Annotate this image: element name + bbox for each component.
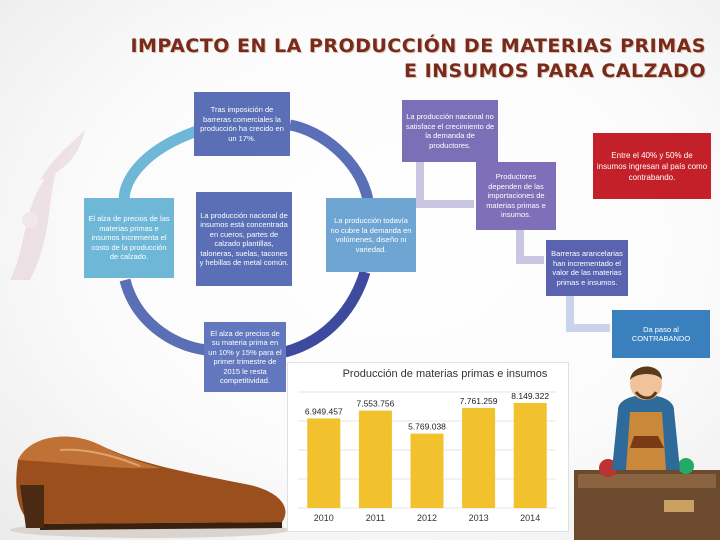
connector-right2 <box>516 230 544 264</box>
shoemaker-illustration-icon <box>574 366 720 540</box>
title-line-1: IMPACTO EN LA PRODUCCIÓN DE MATERIAS PRI… <box>130 35 706 57</box>
node-price-rise-competitiveness: El alza de precios de su materia prima e… <box>204 322 286 392</box>
shoe-illustration-icon <box>10 436 290 538</box>
bar-2012 <box>410 433 444 508</box>
page-title: IMPACTO EN LA PRODUCCIÓN DE MATERIAS PRI… <box>86 34 706 84</box>
x-tick-2013: 2013 <box>469 513 489 523</box>
x-tick-2014: 2014 <box>520 513 540 523</box>
data-label-2012: 5.769.038 <box>408 422 446 432</box>
data-label-2010: 6.949.457 <box>305 406 343 416</box>
x-tick-2011: 2011 <box>366 513 385 523</box>
node-tariff-barriers: Barreras arancelarias han incrementado e… <box>546 240 628 296</box>
bar-2013 <box>462 407 496 508</box>
bar-2010 <box>307 418 341 508</box>
data-label-2013: 7.761.259 <box>460 396 498 406</box>
bar-2014 <box>513 402 547 508</box>
title-line-2: E INSUMOS PARA CALZADO <box>403 60 706 82</box>
node-price-rise-cost: El alza de precios de las materias prima… <box>84 198 174 278</box>
cycle-arc-top-left <box>118 124 202 207</box>
node-import-dependence: Productores dependen de las importacione… <box>476 162 556 230</box>
floral-ornament-icon <box>10 130 85 280</box>
node-contraband-share: Entre el 40% y 50% de insumos ingresan a… <box>593 133 711 199</box>
data-label-2014: 8.149.322 <box>511 391 549 401</box>
data-label-2011: 7.553.756 <box>356 399 394 409</box>
node-national-production: La producción nacional de insumos está c… <box>196 192 292 286</box>
cycle-arc-bottom-right <box>283 270 371 358</box>
connector-right3 <box>566 296 610 332</box>
bar-2011 <box>358 410 392 508</box>
node-demand-not-covered: La producción todavía no cubre la demand… <box>326 198 416 272</box>
connector-right1 <box>416 162 474 208</box>
cycle-arc-top-right <box>288 119 374 202</box>
node-demand-growth: La producción nacional no satisface el c… <box>402 100 498 162</box>
x-tick-2010: 2010 <box>314 513 334 523</box>
node-contraband: Da paso al CONTRABANDO <box>612 310 710 358</box>
node-production-growth: Tras imposición de barreras comerciales … <box>194 92 290 156</box>
x-tick-2012: 2012 <box>417 513 437 523</box>
cycle-arc-bottom-left <box>119 278 207 356</box>
chart-title: Producción de materias primas e insumos <box>342 368 548 380</box>
